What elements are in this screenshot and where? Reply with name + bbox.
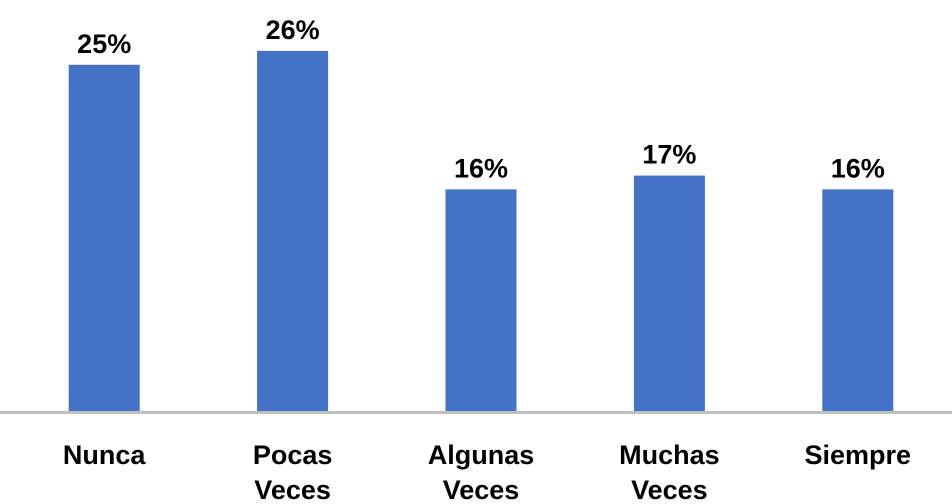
bar-3 bbox=[634, 176, 705, 411]
x-tick-label-2: Algunas Veces bbox=[428, 440, 535, 504]
x-tick-label-4: Siempre bbox=[805, 440, 912, 470]
data-labels-layer: 25% 26% 16% 17% 16% bbox=[77, 15, 885, 184]
x-tick-label-line: Veces bbox=[254, 475, 331, 504]
data-label-3: 17% bbox=[642, 140, 696, 170]
x-tick-label-line: Pocas bbox=[253, 440, 333, 470]
data-label-1: 26% bbox=[266, 15, 320, 45]
x-tick-label-1: Pocas Veces bbox=[253, 440, 333, 504]
x-tick-label-line: Muchas bbox=[619, 440, 720, 470]
bar-4 bbox=[822, 189, 893, 411]
data-label-0: 25% bbox=[77, 29, 131, 59]
data-label-2: 16% bbox=[454, 153, 508, 183]
x-tick-label-line: Veces bbox=[443, 475, 520, 504]
bar-1 bbox=[257, 51, 328, 411]
x-tick-label-line: Algunas bbox=[428, 440, 535, 470]
bar-2 bbox=[446, 189, 517, 411]
x-tick-label-0: Nunca bbox=[63, 440, 147, 470]
x-tick-label-line: Nunca bbox=[63, 440, 147, 470]
data-label-4: 16% bbox=[831, 153, 885, 183]
bars-layer bbox=[69, 51, 894, 411]
x-tick-label-line: Siempre bbox=[805, 440, 912, 470]
bar-0 bbox=[69, 65, 140, 411]
x-tick-label-line: Veces bbox=[631, 475, 708, 504]
x-tick-label-3: Muchas Veces bbox=[619, 440, 720, 504]
x-tick-labels-layer: Nunca Pocas Veces Algunas Veces Muchas Veces Si… bbox=[63, 440, 911, 504]
